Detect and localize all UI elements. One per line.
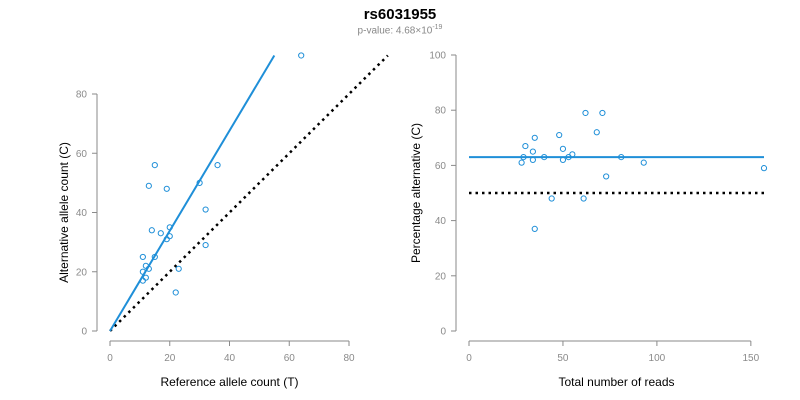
data-point (166, 224, 173, 231)
y-tick-label: 100 (429, 51, 446, 62)
data-point (139, 277, 146, 284)
y-tick-label: 0 (81, 327, 87, 338)
data-point (142, 274, 149, 281)
x-tick-label: 80 (343, 353, 355, 364)
data-point (139, 268, 146, 275)
x-tick-label: 50 (557, 353, 569, 364)
x-tick-label: 40 (224, 353, 236, 364)
data-point (599, 109, 606, 117)
data-point (157, 230, 164, 237)
y-axis-title: Percentage alternative (C) (409, 123, 423, 263)
y-axis: 0 20 40 60 80 (76, 90, 98, 338)
y-tick-label: 40 (435, 216, 447, 227)
data-point (529, 148, 536, 155)
y-tick-label: 80 (76, 90, 88, 101)
percentage-scatter-panel: 0 50 100 150 0 20 40 60 80 100 Total number of rea… (409, 51, 768, 389)
data-point (145, 265, 152, 272)
data-point (529, 156, 536, 163)
data-point (531, 225, 538, 232)
data-point (139, 253, 146, 261)
data-point (151, 253, 158, 261)
data-point (175, 265, 182, 272)
data-point (214, 162, 221, 169)
data-point (163, 185, 170, 192)
y-tick-label: 40 (76, 208, 88, 219)
x-axis: 0 50 100 150 (466, 340, 760, 364)
data-point (151, 162, 158, 169)
data-points (139, 52, 305, 296)
p-value-exponent: -19 (432, 24, 443, 31)
data-point (142, 262, 149, 269)
data-point (531, 134, 538, 141)
data-point (172, 289, 179, 296)
data-point (145, 182, 152, 189)
x-tick-label: 100 (649, 353, 666, 364)
data-point (541, 154, 548, 161)
data-point (618, 154, 625, 161)
x-tick-label: 0 (466, 353, 472, 364)
data-point (559, 145, 567, 152)
y-tick-label: 0 (440, 327, 446, 338)
y-axis-title: Alternative allele count (C) (57, 142, 71, 283)
data-point (148, 227, 155, 234)
y-tick-label: 60 (435, 161, 447, 172)
data-points (518, 109, 768, 232)
data-point (548, 195, 555, 202)
data-point (196, 179, 203, 186)
data-point (202, 206, 209, 213)
data-point (202, 241, 209, 249)
y-axis: 0 20 40 60 80 100 (429, 51, 457, 338)
y-tick-label: 80 (435, 106, 447, 117)
p-value-text: p-value: 4.68×10 (357, 25, 433, 37)
allele-count-scatter-panel: 0 20 40 60 80 0 20 40 60 80 Reference allele count… (57, 52, 389, 389)
y-tick-label: 20 (76, 267, 88, 278)
y-tick-label: 20 (435, 271, 447, 282)
x-tick-label: 60 (284, 353, 296, 364)
data-point (559, 156, 567, 163)
data-point (166, 233, 173, 240)
x-tick-label: 20 (164, 353, 176, 364)
data-point (580, 195, 587, 202)
x-tick-label: 150 (743, 353, 760, 364)
x-tick-label: 0 (107, 353, 113, 364)
y-tick-label: 60 (76, 149, 88, 160)
data-point (520, 154, 527, 161)
fit-line (109, 54, 276, 332)
data-point (640, 159, 647, 166)
data-point (518, 159, 525, 166)
data-point (603, 173, 610, 180)
x-axis: 0 20 40 60 80 (107, 340, 355, 364)
chart-title: rs6031955 (363, 6, 437, 23)
x-axis-title: Reference allele count (T) (160, 375, 298, 389)
chart-subtitle: p-value: 4.68×10-19 (0, 24, 800, 36)
data-point (760, 165, 768, 172)
data-point (582, 109, 589, 117)
data-point (593, 129, 600, 136)
data-point (556, 131, 563, 139)
data-point (522, 142, 529, 150)
data-point (565, 154, 572, 161)
data-point (298, 52, 305, 59)
data-point (163, 236, 170, 243)
x-axis-title: Total number of reads (558, 375, 674, 389)
reference-line (109, 54, 389, 332)
